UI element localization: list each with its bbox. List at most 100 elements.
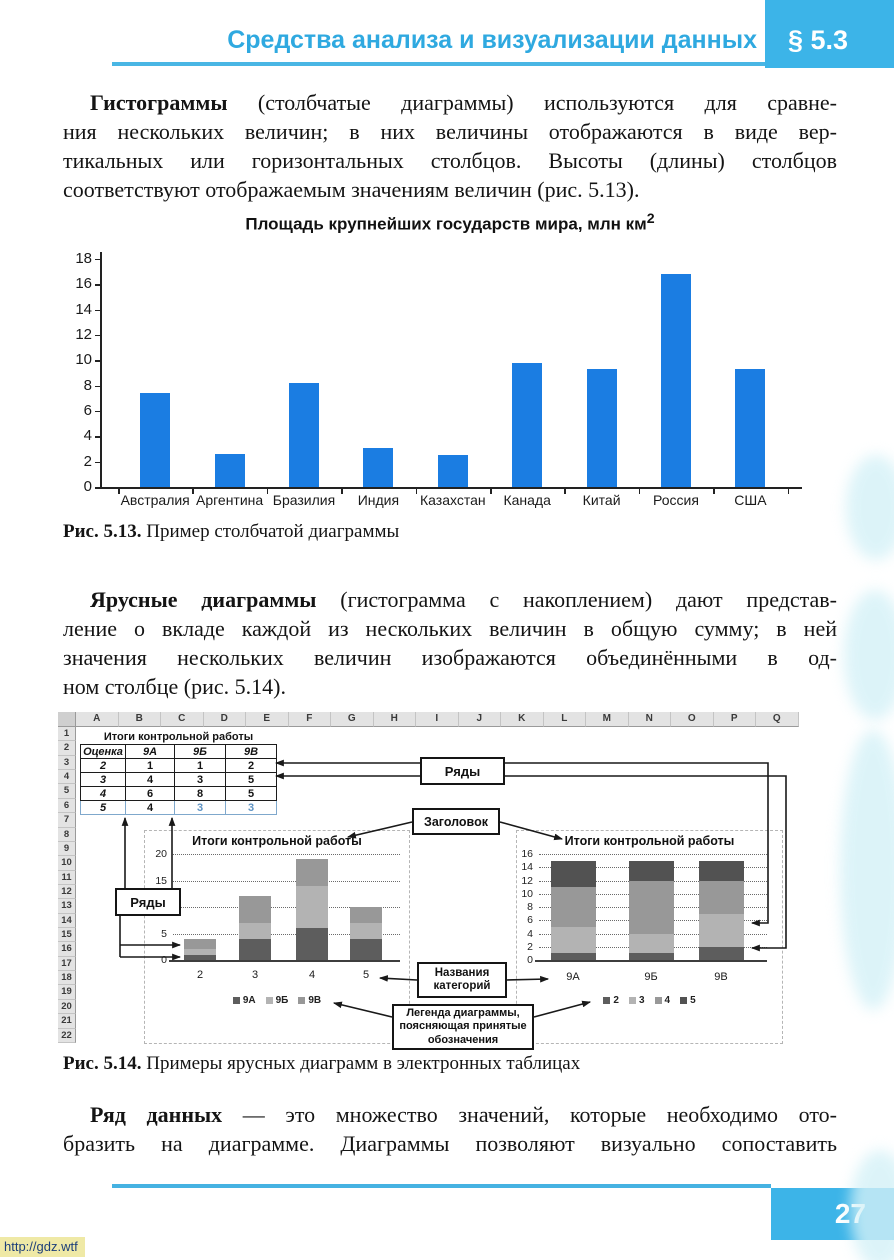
column-letter: I <box>416 712 459 727</box>
legend-label: 9Б <box>275 995 289 1006</box>
chart-bar <box>437 455 468 487</box>
y-axis-tick-label: 15 <box>155 874 167 887</box>
gridline <box>173 854 400 855</box>
y-axis-tick <box>95 385 101 388</box>
column-letter: C <box>161 712 204 727</box>
y-axis-tick-label: 4 <box>527 927 533 940</box>
legend-label: 5 <box>690 995 696 1006</box>
row-number: 12 <box>58 884 76 900</box>
x-axis-tick <box>638 489 641 494</box>
table-cell: 4 <box>125 800 175 815</box>
stacked-bar-segment <box>698 946 744 960</box>
table-header-row: Оценка 9А 9Б 9В <box>80 744 277 759</box>
chart-513-title: Площадь крупнейших государств мира, млн … <box>245 211 655 234</box>
annotation-legend: Легенда диаграммы, поясняющая принятые о… <box>392 1004 534 1050</box>
y-axis-tick <box>95 284 101 286</box>
legend-label: 2 <box>613 995 619 1006</box>
stacked-bar-segment <box>296 928 328 960</box>
y-axis-tick-label: 10 <box>521 887 533 900</box>
watermark-url-link[interactable]: http://gdz.wtf <box>0 1237 85 1257</box>
chart-bar <box>289 383 319 487</box>
footer-rule <box>112 1184 771 1188</box>
table-cell: 8 <box>174 786 226 801</box>
y-axis-tick-label: 5 <box>161 927 167 940</box>
line-text: (столбчатые диаграммы) используются для … <box>227 90 837 115</box>
category-label: 2 <box>196 969 204 981</box>
column-letter: A <box>76 712 119 727</box>
y-axis-tick <box>95 309 101 312</box>
chart-bar <box>512 362 543 487</box>
legend-item: 9Б <box>265 995 289 1006</box>
stacked-bar-segment <box>296 885 328 929</box>
annotation-category-names: Названия категорий <box>417 962 507 998</box>
legend-swatch <box>628 997 636 1004</box>
row-number: 15 <box>58 928 76 943</box>
table-cell: 3 <box>174 800 226 815</box>
annotation-chart-title: Заголовок <box>412 808 500 835</box>
table-cell: 5 <box>225 786 277 801</box>
category-label: Аргентина <box>195 492 264 508</box>
stacked-bar-segment <box>239 922 271 939</box>
table-cell: 3 <box>80 772 126 787</box>
scan-blob <box>840 730 894 1010</box>
line-text: — это множество значений, которые необхо… <box>222 1102 837 1127</box>
x-axis-line <box>100 487 802 489</box>
y-axis-tick-label: 8 <box>527 901 533 913</box>
y-axis-line <box>100 252 102 488</box>
stacked-bar-segment <box>239 896 271 923</box>
stacked-bar-segment <box>184 949 216 955</box>
legend-swatch <box>298 997 306 1004</box>
sheet-corner-cell <box>58 712 76 727</box>
category-label: Китай <box>582 492 621 508</box>
column-letter: G <box>331 712 374 727</box>
category-label: 5 <box>362 969 370 981</box>
text-line: ном столбце (рис. 5.14). <box>63 674 286 699</box>
y-axis-tick <box>95 436 101 438</box>
bold-lead: Ряд данных <box>90 1102 223 1127</box>
stacked-bar-segment <box>239 938 271 960</box>
caption-514: Рис. 5.14. Примеры ярусных диаграмм в эл… <box>63 1053 581 1074</box>
x-axis-tick <box>713 489 715 494</box>
y-axis-tick-label: 16 <box>521 848 533 860</box>
y-axis-tick <box>95 410 101 413</box>
stacked-bar-segment <box>698 913 744 947</box>
legend-item: 2 <box>603 995 619 1006</box>
stacked-bar-segment <box>184 954 216 960</box>
y-axis-tick <box>95 334 101 337</box>
y-axis-tick-label: 14 <box>75 300 92 318</box>
y-axis-tick-label: 2 <box>527 940 533 953</box>
x-axis-tick <box>564 489 566 494</box>
legend-label: 9А <box>242 995 256 1006</box>
legend-swatch <box>232 997 240 1004</box>
row-number: 11 <box>58 870 76 885</box>
row-number: 4 <box>58 770 76 785</box>
y-axis-tick-label: 4 <box>83 427 92 445</box>
legend-item: 5 <box>680 995 696 1006</box>
table-cell: 5 <box>80 800 126 815</box>
column-letter: L <box>543 712 586 727</box>
text-line: Гистограммы (столбчатые диаграммы) испол… <box>63 88 837 117</box>
section-number: § 5.3 <box>788 24 849 55</box>
sheet-data-table: Итоги контрольной работы Оценка 9А 9Б 9В 2 1 1 2… <box>80 730 277 815</box>
baseline <box>169 960 400 962</box>
column-letter: H <box>373 712 416 727</box>
text-line: ление о вкладе каждой из нескольких вели… <box>63 616 837 641</box>
table-cell: 2 <box>225 758 277 773</box>
text-line: ния нескольких величин; в них величины о… <box>63 119 837 144</box>
table-cell: 3 <box>174 772 226 787</box>
legend-swatch <box>680 997 688 1004</box>
category-label: 9В <box>714 971 728 983</box>
y-axis-tick-label: 0 <box>161 954 167 966</box>
row-number: 6 <box>58 798 76 814</box>
scan-blob <box>850 1150 894 1260</box>
column-letter: J <box>458 712 501 727</box>
row-number: 2 <box>58 741 76 756</box>
category-label: Бразилия <box>272 492 336 508</box>
chart-bar <box>140 393 171 487</box>
category-label: 4 <box>308 969 316 981</box>
legend-swatch <box>654 997 662 1004</box>
x-axis-tick <box>341 489 343 494</box>
stacked-bar-segment <box>350 922 382 939</box>
